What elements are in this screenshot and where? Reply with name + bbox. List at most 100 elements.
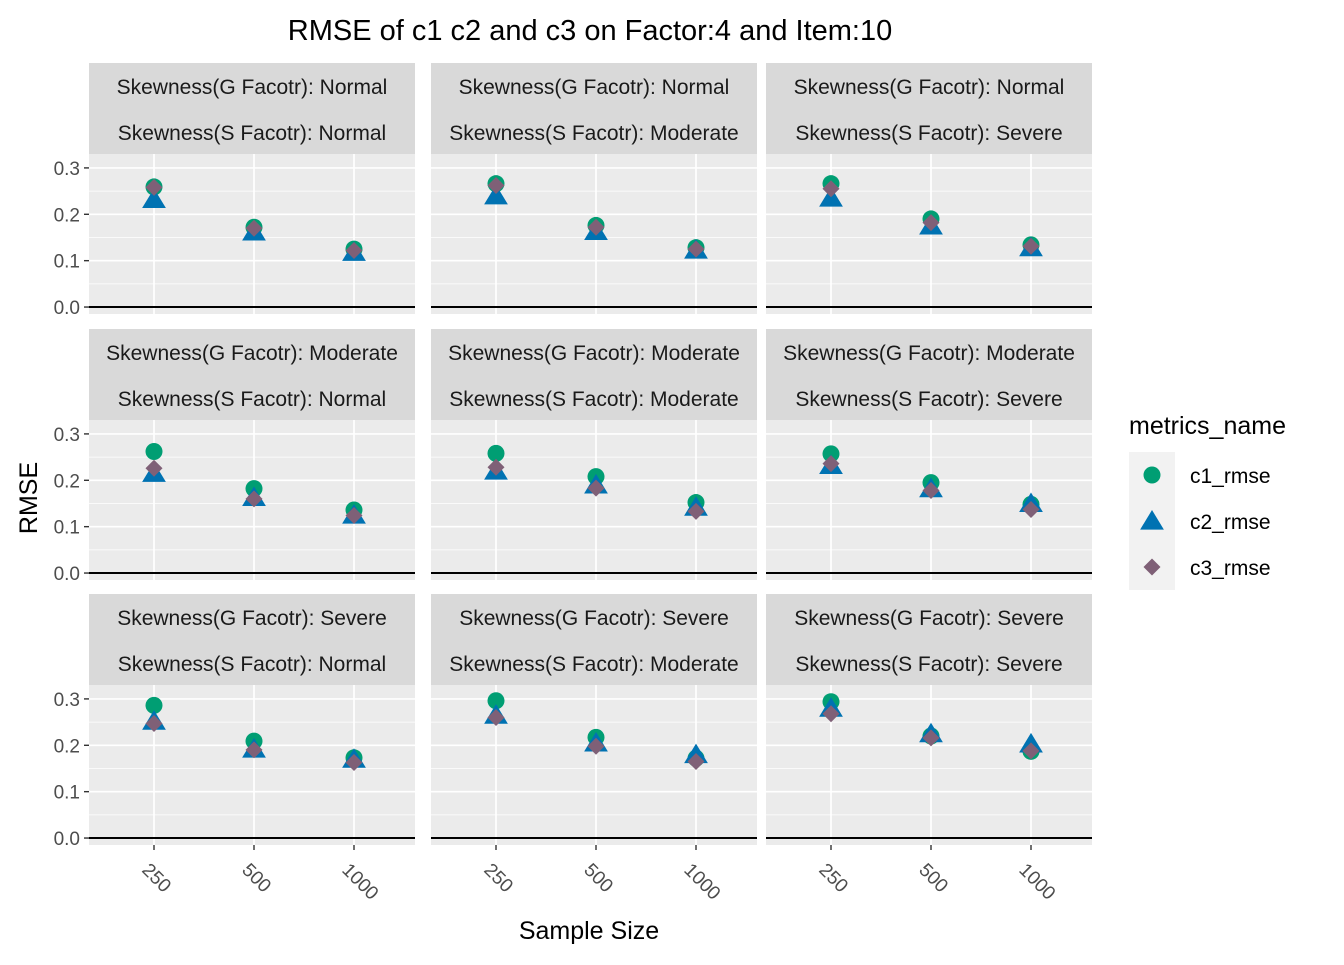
strip-label-bottom: Skewness(S Facotr): Severe xyxy=(795,653,1062,676)
x-tick-label: 250 xyxy=(479,860,516,897)
facet-panel: Skewness(G Facotr): Severe Skewness(S Fac… xyxy=(431,594,757,904)
data-point-c3_rmse xyxy=(687,240,705,258)
facet-strip xyxy=(431,594,757,685)
data-point-c3_rmse xyxy=(922,729,940,747)
data-point-c3_rmse xyxy=(587,218,605,236)
data-point-c3_rmse xyxy=(245,741,263,759)
facet-strip xyxy=(766,329,1092,420)
data-point-c1_rmse xyxy=(145,443,163,461)
strip-label-top: Skewness(G Facotr): Moderate xyxy=(448,342,740,365)
y-tick-label: 0.1 xyxy=(54,518,80,539)
x-tick-label: 500 xyxy=(237,860,274,897)
data-point-c3_rmse xyxy=(1022,501,1040,519)
data-point-c3_rmse xyxy=(487,177,505,195)
facet-panel: Skewness(G Facotr): Severe Skewness(S Fac… xyxy=(54,594,415,904)
y-tick-label: 0.3 xyxy=(54,159,80,180)
facet-panel: Skewness(G Facotr): Moderate Skewness(S F… xyxy=(766,329,1092,580)
facet-panel: Skewness(G Facotr): Normal Skewness(S Fac… xyxy=(431,63,757,314)
data-point-c1_rmse xyxy=(822,445,840,463)
panel-background xyxy=(431,420,757,580)
data-point-c3_rmse xyxy=(145,178,163,196)
strip-label-bottom: Skewness(S Facotr): Severe xyxy=(795,388,1062,411)
strip-label-top: Skewness(G Facotr): Normal xyxy=(794,76,1065,99)
strip-label-top: Skewness(G Facotr): Normal xyxy=(117,76,388,99)
legend-label: c3_rmse xyxy=(1190,557,1271,580)
y-tick-label: 0.2 xyxy=(54,736,80,757)
y-tick-label: 0.0 xyxy=(54,298,80,319)
strip-label-bottom: Skewness(S Facotr): Moderate xyxy=(449,388,738,411)
data-point-c3_rmse xyxy=(922,481,940,499)
facet-strip xyxy=(431,63,757,154)
facet-panel: Skewness(G Facotr): Severe Skewness(S Fac… xyxy=(766,594,1092,904)
data-point-c3_rmse xyxy=(587,737,605,755)
data-point-c2_rmse xyxy=(484,184,508,205)
data-point-c1_rmse xyxy=(145,696,163,714)
y-tick-label: 0.0 xyxy=(54,564,80,585)
strip-label-top: Skewness(G Facotr): Severe xyxy=(794,607,1064,630)
data-point-c3_rmse xyxy=(687,753,705,771)
facet-strip xyxy=(766,63,1092,154)
strip-label-bottom: Skewness(S Facotr): Normal xyxy=(118,388,386,411)
data-point-c3_rmse xyxy=(687,502,705,520)
legend-label: c1_rmse xyxy=(1190,465,1271,488)
x-tick-label: 1000 xyxy=(1014,860,1059,905)
panel-background xyxy=(766,685,1092,845)
facet-panel: Skewness(G Facotr): Normal Skewness(S Fac… xyxy=(54,63,415,319)
x-tick-label: 250 xyxy=(137,860,174,897)
strip-label-top: Skewness(G Facotr): Normal xyxy=(459,76,730,99)
facet-strip xyxy=(89,329,415,420)
legend-key-c2_rmse xyxy=(1140,510,1164,530)
x-tick-label: 1000 xyxy=(679,860,724,905)
legend: metrics_name c1_rmse c2_rmse c3_rmse xyxy=(1129,412,1286,590)
panel-background xyxy=(89,685,415,845)
strip-label-bottom: Skewness(S Facotr): Normal xyxy=(118,122,386,145)
data-point-c3_rmse xyxy=(1022,742,1040,760)
data-point-c3_rmse xyxy=(245,490,263,508)
legend-label: c2_rmse xyxy=(1190,511,1271,534)
facet-panel: Skewness(G Facotr): Normal Skewness(S Fac… xyxy=(766,63,1092,314)
strip-label-top: Skewness(G Facotr): Severe xyxy=(117,607,387,630)
data-point-c1_rmse xyxy=(487,692,505,710)
y-tick-label: 0.1 xyxy=(54,783,80,804)
y-tick-label: 0.0 xyxy=(54,829,80,850)
strip-label-bottom: Skewness(S Facotr): Moderate xyxy=(449,653,738,676)
y-axis-label: RMSE xyxy=(15,462,43,534)
strip-label-top: Skewness(G Facotr): Moderate xyxy=(783,342,1075,365)
data-point-c3_rmse xyxy=(1022,237,1040,255)
legend-key-c1_rmse xyxy=(1143,466,1161,484)
x-tick-label: 1000 xyxy=(337,860,382,905)
facet-strip xyxy=(89,63,415,154)
facet-strip xyxy=(89,594,415,685)
legend-key-c3_rmse xyxy=(1143,558,1161,576)
panel-background xyxy=(766,420,1092,580)
chart-title: RMSE of c1 c2 and c3 on Factor:4 and Ite… xyxy=(288,15,892,47)
y-tick-label: 0.3 xyxy=(54,690,80,711)
data-point-c3_rmse xyxy=(345,507,363,525)
data-point-c3_rmse xyxy=(487,708,505,726)
data-point-c3_rmse xyxy=(345,753,363,771)
data-point-c3_rmse xyxy=(822,455,840,473)
data-point-c3_rmse xyxy=(487,458,505,476)
facet-strip xyxy=(766,594,1092,685)
panels-layer: Skewness(G Facotr): Normal Skewness(S Fac… xyxy=(54,63,1092,904)
y-tick-label: 0.2 xyxy=(54,205,80,226)
data-point-c3_rmse xyxy=(145,714,163,732)
data-point-c2_rmse xyxy=(142,188,166,209)
strip-label-bottom: Skewness(S Facotr): Severe xyxy=(795,122,1062,145)
data-point-c3_rmse xyxy=(345,241,363,259)
strip-label-top: Skewness(G Facotr): Moderate xyxy=(106,342,398,365)
data-point-c3_rmse xyxy=(822,180,840,198)
facet-strip xyxy=(431,329,757,420)
data-point-c3_rmse xyxy=(922,214,940,232)
panel-background xyxy=(431,685,757,845)
x-axis-label: Sample Size xyxy=(519,917,659,945)
y-tick-label: 0.2 xyxy=(54,471,80,492)
x-tick-label: 500 xyxy=(579,860,616,897)
data-point-c3_rmse xyxy=(587,479,605,497)
x-tick-label: 500 xyxy=(914,860,951,897)
data-point-c3_rmse xyxy=(145,459,163,477)
data-point-c3_rmse xyxy=(822,705,840,723)
y-tick-label: 0.3 xyxy=(54,425,80,446)
facet-panel: Skewness(G Facotr): Moderate Skewness(S F… xyxy=(54,329,415,585)
